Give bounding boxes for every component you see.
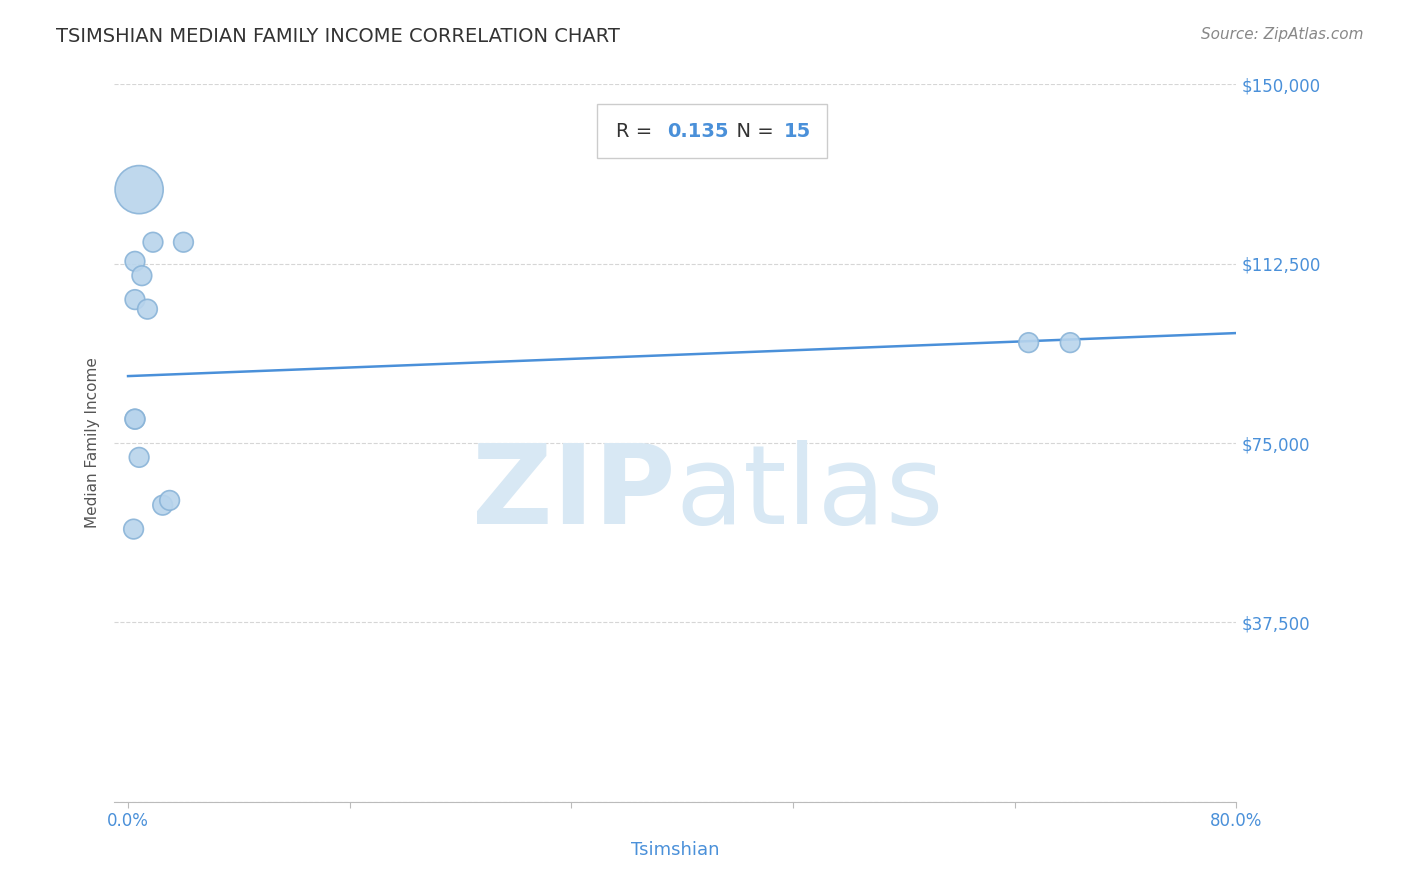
Point (1018, 335, 1040, 350)
Text: 0.135: 0.135 (668, 121, 728, 141)
Text: atlas: atlas (675, 440, 943, 547)
Text: R =: R = (616, 121, 658, 141)
Text: Source: ZipAtlas.com: Source: ZipAtlas.com (1201, 27, 1364, 42)
Point (122, 522, 145, 536)
Point (124, 412, 146, 426)
Point (124, 293, 146, 307)
Point (152, 498, 174, 512)
Text: ZIP: ZIP (472, 440, 675, 547)
Text: N =: N = (724, 121, 779, 141)
Point (1059, 335, 1081, 350)
Point (128, 450, 150, 465)
Point (172, 235, 194, 250)
Point (128, 183, 150, 197)
X-axis label: Tsimshian: Tsimshian (631, 841, 720, 859)
Point (159, 493, 181, 508)
Text: TSIMSHIAN MEDIAN FAMILY INCOME CORRELATION CHART: TSIMSHIAN MEDIAN FAMILY INCOME CORRELATI… (56, 27, 620, 45)
Point (142, 235, 165, 250)
Y-axis label: Median Family Income: Median Family Income (86, 358, 100, 528)
FancyBboxPatch shape (596, 104, 827, 158)
Text: 15: 15 (785, 121, 811, 141)
Point (131, 268, 153, 283)
Point (124, 254, 146, 268)
Point (136, 302, 159, 317)
Point (124, 412, 146, 426)
